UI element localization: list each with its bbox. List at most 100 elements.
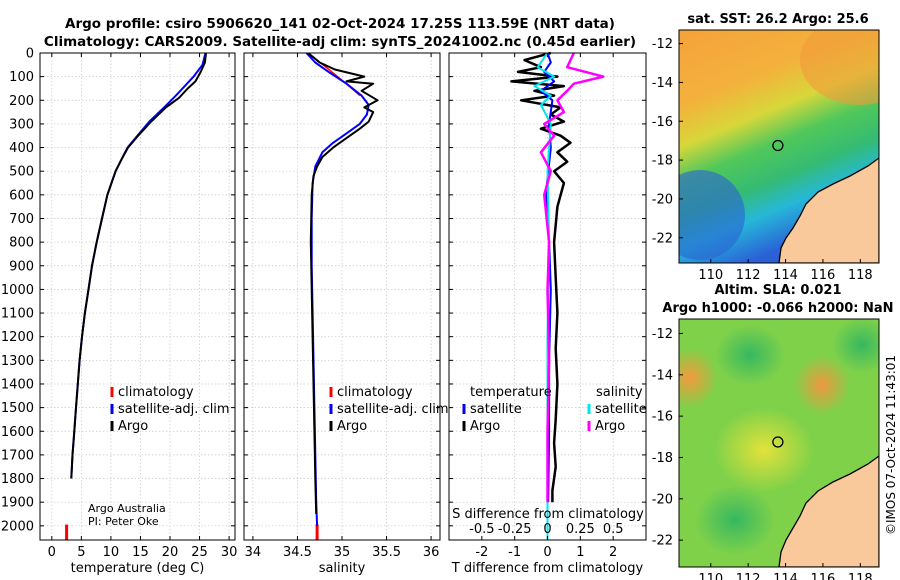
map-x-tick-label: 112 — [736, 572, 761, 580]
x-tick-label: -2 — [475, 545, 488, 560]
map-x-tick-label: 114 — [773, 268, 798, 283]
y-tick-label: 100 — [9, 70, 34, 85]
y-tick-label: 800 — [9, 236, 34, 251]
x-tick-label: 34.5 — [283, 545, 312, 560]
map-y-tick-label: -22 — [652, 534, 673, 549]
x-tick-label: 10 — [103, 545, 120, 560]
y-tick-label: 0 — [26, 47, 34, 62]
x-axis-label: T difference from climatology — [451, 561, 644, 576]
map-x-tick-label: 116 — [811, 268, 836, 283]
map-y-tick-label: -16 — [652, 115, 673, 130]
legend-climatology-label: climatology — [337, 385, 413, 400]
legend-s-argo-label: Argo — [595, 419, 625, 434]
title-line-2: Climatology: CARS2009. Satellite-adj cli… — [44, 34, 636, 50]
sst-map: sat. SST: 26.2 Argo: 25.6 110 112 114 116 11… — [652, 12, 880, 283]
sst-warm-patch — [800, 30, 879, 105]
x-axis-label: salinity — [319, 561, 366, 576]
map-x-tick-label: 110 — [698, 268, 723, 283]
y-tick-label: 400 — [9, 141, 34, 156]
sst-map-frame — [678, 29, 880, 264]
temperature-legend: climatology satellite-adj. clim Argo — [110, 385, 230, 434]
map-y-tick-label: -12 — [652, 37, 673, 52]
s-tick-label: -0.25 — [498, 522, 532, 537]
x-tick-label: 35 — [334, 545, 351, 560]
x-axis-label: temperature (deg C) — [71, 561, 205, 576]
y-tick-label: 1000 — [1, 283, 34, 298]
temperature-panel: 0 5 10 15 20 25 300100200300400500600700800900… — [1, 47, 237, 577]
sla-mid-patch — [714, 408, 814, 492]
sla-map-frame — [678, 318, 880, 568]
map-y-tick-label: -22 — [652, 231, 673, 246]
legend-satellite-label: satellite-adj. clim — [337, 402, 449, 417]
s-difference-ticks: -0.5 -0.25 0 0.25 0.5 — [469, 522, 623, 537]
y-tick-label: 1500 — [1, 401, 34, 416]
sla-map-title: Altim. SLA: 0.021 — [715, 283, 842, 298]
y-tick-label: 600 — [9, 188, 34, 203]
y-tick-label: 300 — [9, 117, 34, 132]
map-x-tick-label: 118 — [848, 268, 873, 283]
y-tick-label: 1200 — [1, 330, 34, 345]
sla-high-patch — [679, 348, 718, 408]
y-tick-label: 1600 — [1, 425, 34, 440]
map-y-tick-label: -12 — [652, 327, 673, 342]
y-tick-label: 900 — [9, 259, 34, 274]
legend-satellite-label: satellite-adj. clim — [118, 402, 230, 417]
y-tick-label: 500 — [9, 165, 34, 180]
legend-t-argo-label: Argo — [470, 419, 500, 434]
sla-high-patch — [794, 355, 850, 415]
sla-low-patch — [695, 485, 775, 555]
map-x-tick-label: 118 — [848, 572, 873, 580]
argo-location-marker — [772, 436, 784, 448]
sla-low-patch — [715, 325, 785, 385]
x-tick-label: 20 — [162, 545, 179, 560]
sst-map-title: sat. SST: 26.2 Argo: 25.6 — [687, 12, 868, 27]
credit-line-2: PI: Peter Oke — [88, 515, 159, 528]
y-tick-label: 2000 — [1, 519, 34, 534]
sst-cool-patch — [679, 170, 745, 260]
x-tick-label: -1 — [508, 545, 521, 560]
sst-map-axes: 110 112 114 116 118 -12 -14 -16 -18 -20 -22 — [652, 37, 873, 283]
sla-map-subtitle: Argo h1000: -0.066 h2000: NaN — [662, 301, 893, 316]
legend-climatology-label: climatology — [118, 385, 194, 400]
credit-line-1: Argo Australia — [88, 502, 166, 515]
y-tick-label: 1300 — [1, 354, 34, 369]
salinity-panel: 34 34.5 35 35.5 36 salinity — [243, 52, 441, 576]
y-tick-label: 1400 — [1, 377, 34, 392]
map-y-tick-label: -20 — [652, 192, 673, 207]
title-line-1: Argo profile: csiro 5906620_141 02-Oct-2… — [65, 16, 615, 32]
difference-legend: temperature satellite Argo salinity sate… — [462, 385, 647, 434]
x-tick-label: 35.5 — [372, 545, 401, 560]
difference-panel: -2 -1 0 1 2T difference from climatology — [448, 51, 647, 576]
series-temperature-argo — [510, 51, 572, 503]
map-y-tick-label: -20 — [652, 492, 673, 507]
series-argo — [70, 52, 207, 479]
x-tick-label: 0 — [48, 545, 56, 560]
x-tick-label: 30 — [221, 545, 238, 560]
x-tick-label: 15 — [132, 545, 149, 560]
sla-map: Altim. SLA: 0.021 Argo h1000: -0.066 h20… — [652, 283, 894, 580]
legend-argo-label: Argo — [118, 419, 148, 434]
map-y-tick-label: -16 — [652, 410, 673, 425]
map-y-tick-label: -14 — [652, 76, 673, 91]
x-tick-label: 2 — [609, 545, 617, 560]
land-australia — [778, 157, 879, 263]
map-y-tick-label: -18 — [652, 154, 673, 169]
s-tick-label: 0.25 — [566, 522, 595, 537]
map-y-tick-label: -14 — [652, 368, 673, 383]
s-tick-label: -0.5 — [469, 522, 494, 537]
map-x-tick-label: 116 — [811, 572, 836, 580]
legend-t-satellite-label: satellite — [470, 402, 522, 417]
sla-low-patch — [832, 319, 879, 373]
map-x-tick-label: 110 — [698, 572, 723, 580]
s-tick-label: 0 — [543, 522, 551, 537]
map-x-tick-label: 112 — [736, 268, 761, 283]
x-tick-label: 34 — [245, 545, 262, 560]
y-tick-label: 700 — [9, 212, 34, 227]
axes-frame — [39, 52, 236, 541]
legend-argo-label: Argo — [337, 419, 367, 434]
y-tick-label: 1100 — [1, 307, 34, 322]
legend-temperature-title: temperature — [470, 385, 552, 400]
series-salinity-argo — [539, 52, 605, 503]
y-tick-label: 1700 — [1, 448, 34, 463]
